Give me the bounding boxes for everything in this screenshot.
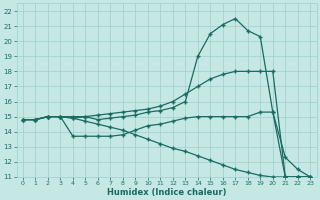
X-axis label: Humidex (Indice chaleur): Humidex (Indice chaleur) [107, 188, 226, 197]
